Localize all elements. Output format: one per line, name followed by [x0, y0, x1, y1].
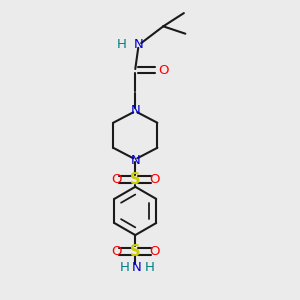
Text: S: S	[130, 172, 140, 187]
Text: H: H	[145, 261, 154, 274]
Text: O: O	[111, 245, 122, 258]
Text: N: N	[130, 104, 140, 117]
Text: N: N	[130, 154, 140, 167]
Text: H: H	[120, 261, 130, 274]
Text: H: H	[117, 38, 127, 51]
Text: N: N	[133, 38, 143, 51]
Text: O: O	[111, 173, 122, 186]
Text: S: S	[130, 244, 140, 259]
Text: N: N	[132, 261, 142, 274]
Text: O: O	[149, 173, 160, 186]
Text: O: O	[149, 245, 160, 258]
Text: O: O	[158, 64, 169, 77]
